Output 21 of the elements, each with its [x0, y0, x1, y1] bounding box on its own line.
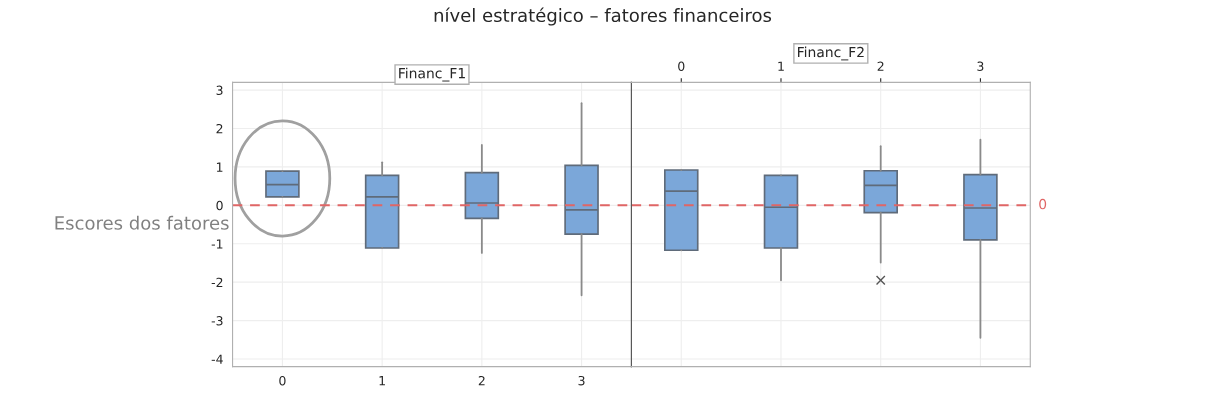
- y-tick-label: -4: [211, 354, 223, 364]
- y-tick-label: 0: [216, 200, 223, 211]
- y-tick-label: 2: [216, 123, 223, 134]
- y-tick-label: -1: [211, 239, 223, 249]
- y-tick-label: -3: [211, 316, 223, 326]
- x-tick-label: 1: [778, 61, 784, 71]
- text: nível estratégico – fatores financeiros: [434, 7, 772, 26]
- x-tick-label: 2: [877, 61, 884, 71]
- x-tick-label: 0: [678, 61, 685, 71]
- y-tick-label: 1: [216, 162, 223, 172]
- x-tick-label: 3: [578, 375, 585, 386]
- x-tick-label: 0: [279, 375, 286, 386]
- y-tick-label: -2: [211, 277, 223, 287]
- x-tick-label: 3: [977, 61, 984, 71]
- y-axis-title: Escores dos fatores: [55, 215, 229, 230]
- chart-title: Financ_F1: [399, 67, 465, 82]
- ref-line-label: 0: [1039, 198, 1047, 210]
- x-tick-label: 1: [379, 376, 385, 386]
- x-tick-label: 2: [478, 375, 485, 386]
- y-tick-label: 3: [216, 85, 223, 96]
- chart-title: Financ_F2: [798, 46, 864, 61]
